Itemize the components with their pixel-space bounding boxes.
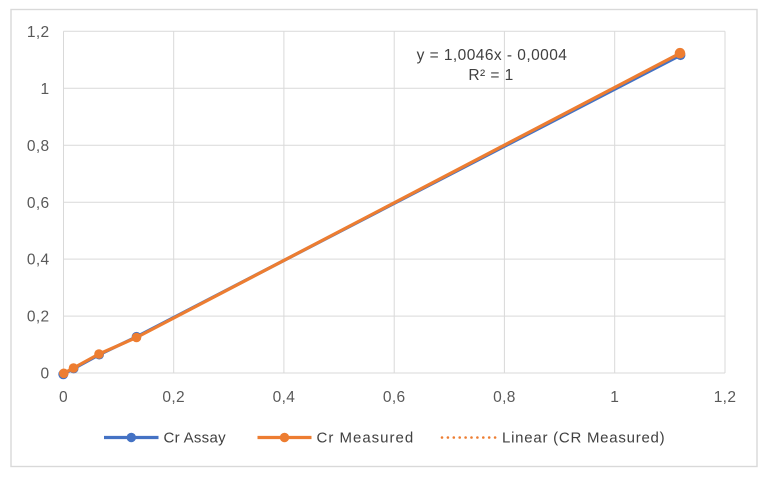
svg-text:0,4: 0,4 [273,389,296,406]
svg-text:0: 0 [59,389,68,406]
svg-text:0,8: 0,8 [493,389,516,406]
svg-text:R² = 1: R² = 1 [468,67,513,84]
svg-text:0,2: 0,2 [162,389,185,406]
svg-text:0,4: 0,4 [27,252,50,269]
svg-text:0,6: 0,6 [383,389,406,406]
svg-text:0: 0 [41,366,50,383]
svg-text:1: 1 [610,389,619,406]
svg-text:y = 1,0046x - 0,0004: y = 1,0046x - 0,0004 [417,47,568,64]
svg-text:0,6: 0,6 [27,195,50,212]
svg-text:1: 1 [41,81,50,98]
svg-text:1,2: 1,2 [27,24,50,41]
svg-text:0,8: 0,8 [27,138,50,155]
svg-text:0,2: 0,2 [27,309,50,326]
svg-text:Cr Assay: Cr Assay [164,430,227,447]
svg-text:Cr Measured: Cr Measured [317,430,415,447]
svg-text:1,2: 1,2 [714,389,737,406]
svg-text:Linear (CR Measured): Linear (CR Measured) [502,430,665,447]
